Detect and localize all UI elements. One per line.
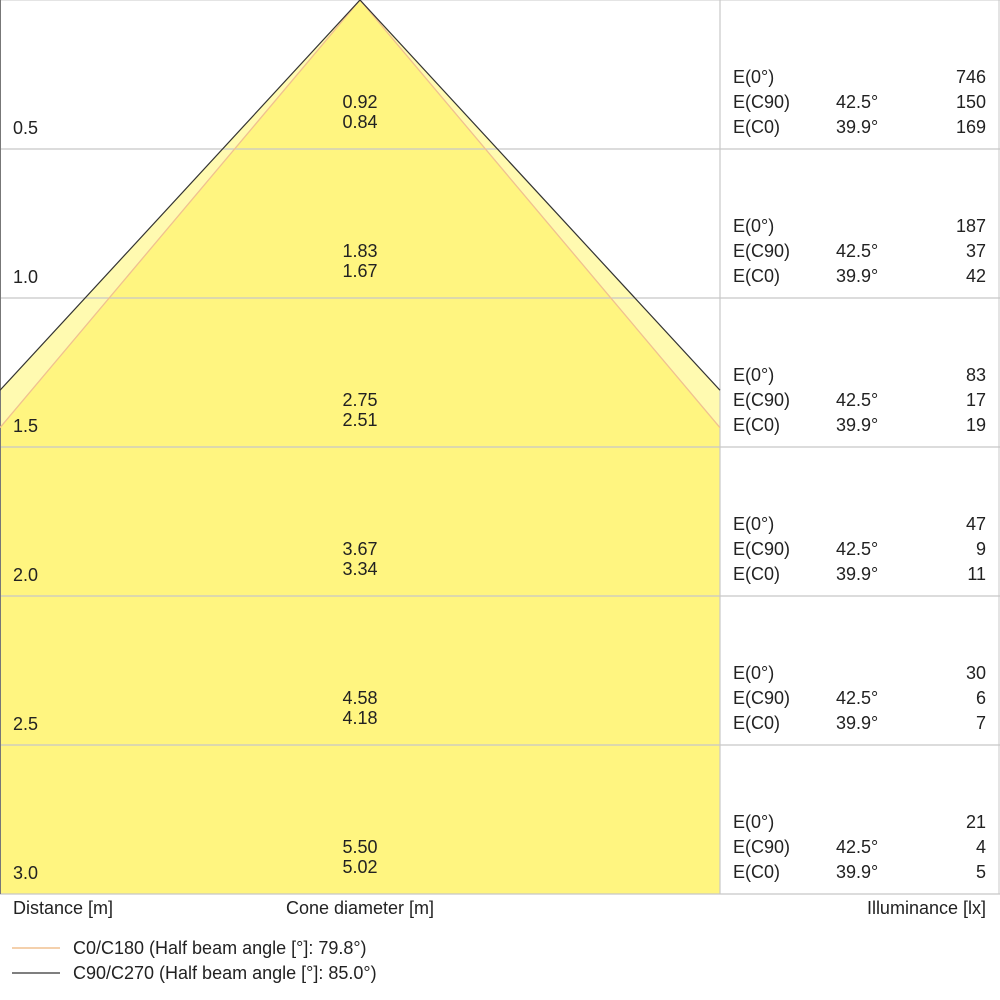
e0-label: E(0°) (733, 514, 775, 534)
e0-value: 47 (965, 514, 986, 534)
diameter-c90-label: 0.92 (342, 92, 378, 112)
e0-label: E(0°) (733, 365, 775, 385)
c90-beam-line (0, 0, 721, 391)
e0-value: 21 (965, 812, 986, 832)
diameter-c0-label: 4.18 (342, 708, 378, 728)
e0-value: 187 (955, 216, 986, 236)
diameter-c90-label: 5.50 (342, 837, 378, 857)
ec90-value: 6 (975, 688, 986, 708)
diameter-c0-label: 2.51 (342, 410, 378, 430)
ec0-value: 42 (965, 266, 986, 286)
ec90-value: 150 (955, 92, 986, 112)
illuminance-label: Illuminance [lx] (866, 898, 986, 918)
e0-value: 30 (965, 663, 986, 683)
diameter-c90-label: 1.83 (342, 241, 378, 261)
ec90-label: E(C90) (733, 92, 791, 112)
angle-c0-label: 39.9° (836, 415, 879, 435)
ec0-value: 7 (975, 713, 986, 733)
angle-c0-label: 39.9° (836, 564, 879, 584)
ec90-value: 4 (975, 837, 986, 857)
distance-label: 2.5 (13, 714, 39, 734)
diameter-c0-label: 3.34 (342, 559, 378, 579)
angle-c0-label: 39.9° (836, 713, 879, 733)
ec90-label: E(C90) (733, 837, 791, 857)
ec0-value: 169 (955, 117, 986, 137)
e0-label: E(0°) (733, 67, 775, 87)
distance-axis-label: Distance [m] (13, 898, 114, 918)
angle-c90-label: 42.5° (836, 688, 879, 708)
diameter-c90-label: 4.58 (342, 688, 378, 708)
angle-c90-label: 42.5° (836, 92, 879, 112)
ec90-label: E(C90) (733, 688, 791, 708)
e0-value: 83 (965, 365, 986, 385)
ec0-value: 19 (965, 415, 986, 435)
distance-label: 3.0 (13, 863, 39, 883)
ec90-value: 17 (965, 390, 986, 410)
diameter-c0-label: 0.84 (342, 112, 378, 132)
angle-c90-label: 42.5° (836, 539, 879, 559)
ec90-label: E(C90) (733, 390, 791, 410)
diameter-c0-label: 1.67 (342, 261, 378, 281)
ec0-label: E(C0) (733, 415, 781, 435)
ec0-label: E(C0) (733, 564, 781, 584)
ec0-label: E(C0) (733, 862, 781, 882)
e0-label: E(0°) (733, 663, 775, 683)
ec0-value: 11 (967, 564, 986, 584)
distance-label: 1.5 (13, 416, 39, 436)
angle-c90-label: 42.5° (836, 837, 879, 857)
e0-value: 746 (955, 67, 986, 87)
legend-c90: C90/C270 (Half beam angle [°]: 85.0°) (73, 963, 377, 983)
angle-c0-label: 39.9° (836, 862, 879, 882)
e0-label: E(0°) (733, 812, 775, 832)
cone-diameter-label: Cone diameter [m] (285, 898, 435, 918)
distance-label: 1.0 (13, 267, 39, 287)
c0-beam-line (0, 0, 721, 429)
ec90-value: 37 (965, 241, 986, 261)
diameter-c90-label: 2.75 (342, 390, 378, 410)
ec90-label: E(C90) (733, 539, 791, 559)
ec0-label: E(C0) (733, 713, 781, 733)
angle-c0-label: 39.9° (836, 266, 879, 286)
ec0-label: E(C0) (733, 117, 781, 137)
distance-label: 2.0 (13, 565, 39, 585)
distance-label: 0.5 (13, 118, 39, 138)
ec90-label: E(C90) (733, 241, 791, 261)
angle-c90-label: 42.5° (836, 241, 879, 261)
ec0-value: 5 (975, 862, 986, 882)
legend-c0: C0/C180 (Half beam angle [°]: 79.8°) (73, 938, 367, 958)
ec90-value: 9 (975, 539, 986, 559)
angle-c90-label: 42.5° (836, 390, 879, 410)
diameter-c0-label: 5.02 (342, 857, 378, 877)
diameter-c90-label: 3.67 (342, 539, 378, 559)
ec0-label: E(C0) (733, 266, 781, 286)
angle-c0-label: 39.9° (836, 117, 879, 137)
e0-label: E(0°) (733, 216, 775, 236)
